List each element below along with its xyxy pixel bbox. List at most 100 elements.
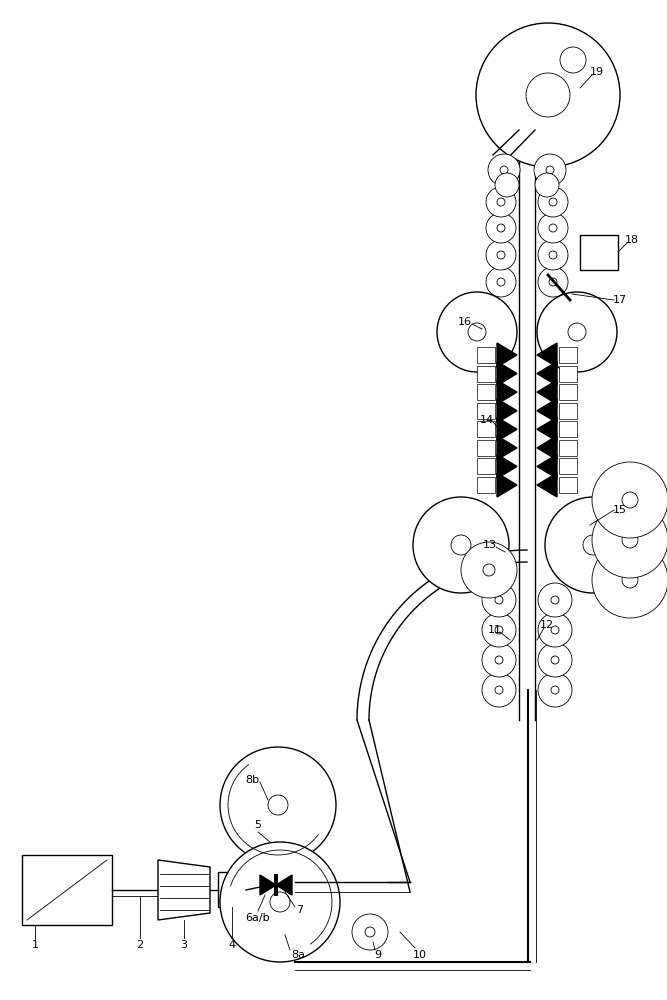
Bar bbox=[559, 440, 577, 456]
Circle shape bbox=[495, 656, 503, 664]
Circle shape bbox=[486, 240, 516, 270]
Circle shape bbox=[451, 535, 471, 555]
Polygon shape bbox=[537, 343, 557, 367]
Circle shape bbox=[461, 542, 517, 598]
Circle shape bbox=[482, 583, 516, 617]
Text: 8a: 8a bbox=[291, 950, 305, 960]
Circle shape bbox=[592, 542, 667, 618]
Polygon shape bbox=[537, 417, 557, 441]
Bar bbox=[559, 477, 577, 493]
Circle shape bbox=[486, 187, 516, 217]
Circle shape bbox=[497, 251, 505, 259]
Circle shape bbox=[538, 643, 572, 677]
Circle shape bbox=[537, 292, 617, 372]
Bar bbox=[22, 855, 112, 925]
Circle shape bbox=[495, 596, 503, 604]
Bar bbox=[477, 477, 495, 493]
Circle shape bbox=[551, 686, 559, 694]
Polygon shape bbox=[537, 380, 557, 404]
Circle shape bbox=[546, 166, 554, 174]
Polygon shape bbox=[158, 860, 210, 920]
Polygon shape bbox=[537, 454, 557, 478]
Polygon shape bbox=[537, 399, 557, 423]
Text: 10: 10 bbox=[413, 950, 427, 960]
Bar bbox=[477, 366, 495, 382]
Circle shape bbox=[488, 154, 520, 186]
Circle shape bbox=[270, 892, 290, 912]
Polygon shape bbox=[497, 473, 517, 497]
Circle shape bbox=[622, 572, 638, 588]
Circle shape bbox=[551, 626, 559, 634]
Bar bbox=[559, 421, 577, 437]
Text: 1: 1 bbox=[31, 940, 39, 950]
Text: 4: 4 bbox=[228, 940, 235, 950]
Circle shape bbox=[268, 795, 288, 815]
Text: 3: 3 bbox=[181, 940, 187, 950]
Circle shape bbox=[538, 187, 568, 217]
Circle shape bbox=[560, 47, 586, 73]
Circle shape bbox=[497, 198, 505, 206]
Text: 15: 15 bbox=[613, 505, 627, 515]
Polygon shape bbox=[537, 473, 557, 497]
Circle shape bbox=[568, 323, 586, 341]
Bar bbox=[559, 458, 577, 474]
Circle shape bbox=[551, 596, 559, 604]
Polygon shape bbox=[497, 399, 517, 423]
Text: 14: 14 bbox=[480, 415, 494, 425]
Text: 16: 16 bbox=[458, 317, 472, 327]
Circle shape bbox=[538, 267, 568, 297]
Circle shape bbox=[495, 173, 519, 197]
Polygon shape bbox=[276, 875, 292, 895]
Bar bbox=[477, 421, 495, 437]
Circle shape bbox=[495, 626, 503, 634]
Bar bbox=[218, 872, 246, 907]
Circle shape bbox=[592, 462, 667, 538]
Circle shape bbox=[468, 323, 486, 341]
Polygon shape bbox=[537, 436, 557, 460]
Text: 18: 18 bbox=[625, 235, 639, 245]
Bar bbox=[580, 235, 618, 270]
Polygon shape bbox=[497, 380, 517, 404]
Circle shape bbox=[622, 492, 638, 508]
Circle shape bbox=[551, 656, 559, 664]
Circle shape bbox=[497, 278, 505, 286]
Bar bbox=[559, 403, 577, 419]
Circle shape bbox=[538, 673, 572, 707]
Polygon shape bbox=[497, 362, 517, 386]
Circle shape bbox=[500, 166, 508, 174]
Circle shape bbox=[538, 613, 572, 647]
Polygon shape bbox=[497, 343, 517, 367]
Circle shape bbox=[482, 613, 516, 647]
Circle shape bbox=[534, 154, 566, 186]
Text: 11: 11 bbox=[488, 625, 502, 635]
Text: 19: 19 bbox=[590, 67, 604, 77]
Circle shape bbox=[365, 927, 375, 937]
Circle shape bbox=[545, 497, 641, 593]
Circle shape bbox=[486, 267, 516, 297]
Text: 2: 2 bbox=[137, 940, 143, 950]
Text: 7: 7 bbox=[296, 905, 303, 915]
Circle shape bbox=[482, 673, 516, 707]
Polygon shape bbox=[260, 875, 276, 895]
Circle shape bbox=[497, 224, 505, 232]
Polygon shape bbox=[497, 436, 517, 460]
Bar bbox=[477, 347, 495, 363]
Text: 9: 9 bbox=[374, 950, 382, 960]
Circle shape bbox=[220, 747, 336, 863]
Circle shape bbox=[549, 198, 557, 206]
Circle shape bbox=[437, 292, 517, 372]
Polygon shape bbox=[497, 417, 517, 441]
Circle shape bbox=[220, 842, 340, 962]
Circle shape bbox=[483, 564, 495, 576]
Polygon shape bbox=[497, 454, 517, 478]
Text: 12: 12 bbox=[540, 620, 554, 630]
Circle shape bbox=[538, 583, 572, 617]
Text: 13: 13 bbox=[483, 540, 497, 550]
Circle shape bbox=[592, 502, 667, 578]
Text: 5: 5 bbox=[255, 820, 261, 830]
Circle shape bbox=[549, 251, 557, 259]
Bar bbox=[559, 347, 577, 363]
Circle shape bbox=[549, 278, 557, 286]
Bar bbox=[559, 366, 577, 382]
Circle shape bbox=[538, 213, 568, 243]
